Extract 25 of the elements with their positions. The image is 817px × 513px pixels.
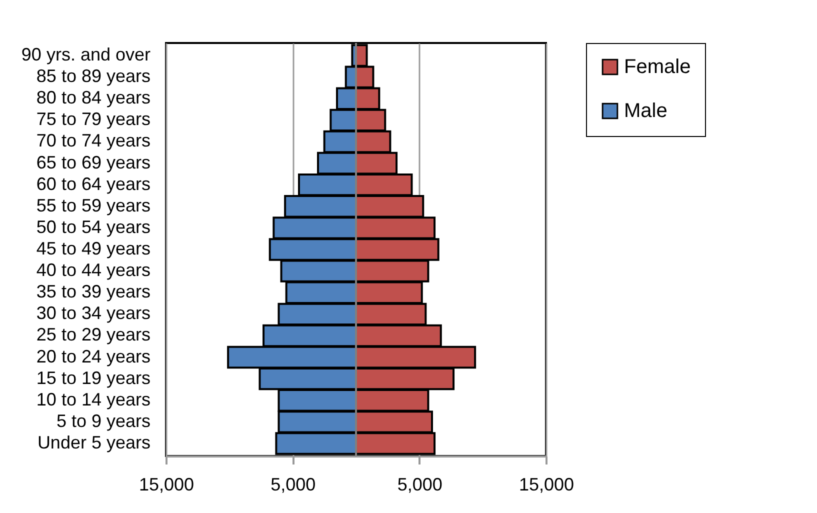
y-tick-label: 35 to 39 years	[36, 282, 150, 302]
x-tick-label: 15,000	[518, 474, 574, 494]
y-tick-label: 5 to 9 years	[56, 410, 150, 431]
y-tick-label: 60 to 64 years	[36, 174, 150, 194]
y-tick-label: 80 to 84 years	[36, 88, 150, 108]
y-tick-label: 65 to 69 years	[36, 152, 150, 172]
y-tick-label: 30 to 34 years	[36, 303, 150, 324]
y-tick-label: 85 to 89 years	[36, 66, 150, 86]
y-tick-label: Under 5 years	[37, 432, 150, 452]
x-tick-label: 5,000	[270, 474, 316, 494]
y-tick-label: 15 to 19 years	[36, 368, 150, 388]
y-tick-label: 90 yrs. and over	[21, 44, 150, 64]
y-tick-label: 25 to 29 years	[36, 324, 150, 345]
x-tick-label: 5,000	[397, 474, 442, 494]
legend-label: Male	[624, 100, 668, 122]
y-tick-label: 50 to 54 years	[36, 216, 150, 237]
y-tick-label: 20 to 24 years	[36, 346, 150, 366]
y-tick-label: 75 to 79 years	[36, 109, 150, 130]
y-tick-label: 55 to 59 years	[36, 195, 150, 216]
y-tick-label: 45 to 49 years	[36, 238, 150, 258]
legend-label: Female	[624, 56, 691, 78]
y-tick-label: 10 to 14 years	[36, 389, 150, 410]
x-tick-label: 15,000	[138, 474, 194, 494]
y-tick-label: 70 to 74 years	[36, 130, 150, 151]
y-tick-label: 40 to 44 years	[36, 260, 150, 280]
